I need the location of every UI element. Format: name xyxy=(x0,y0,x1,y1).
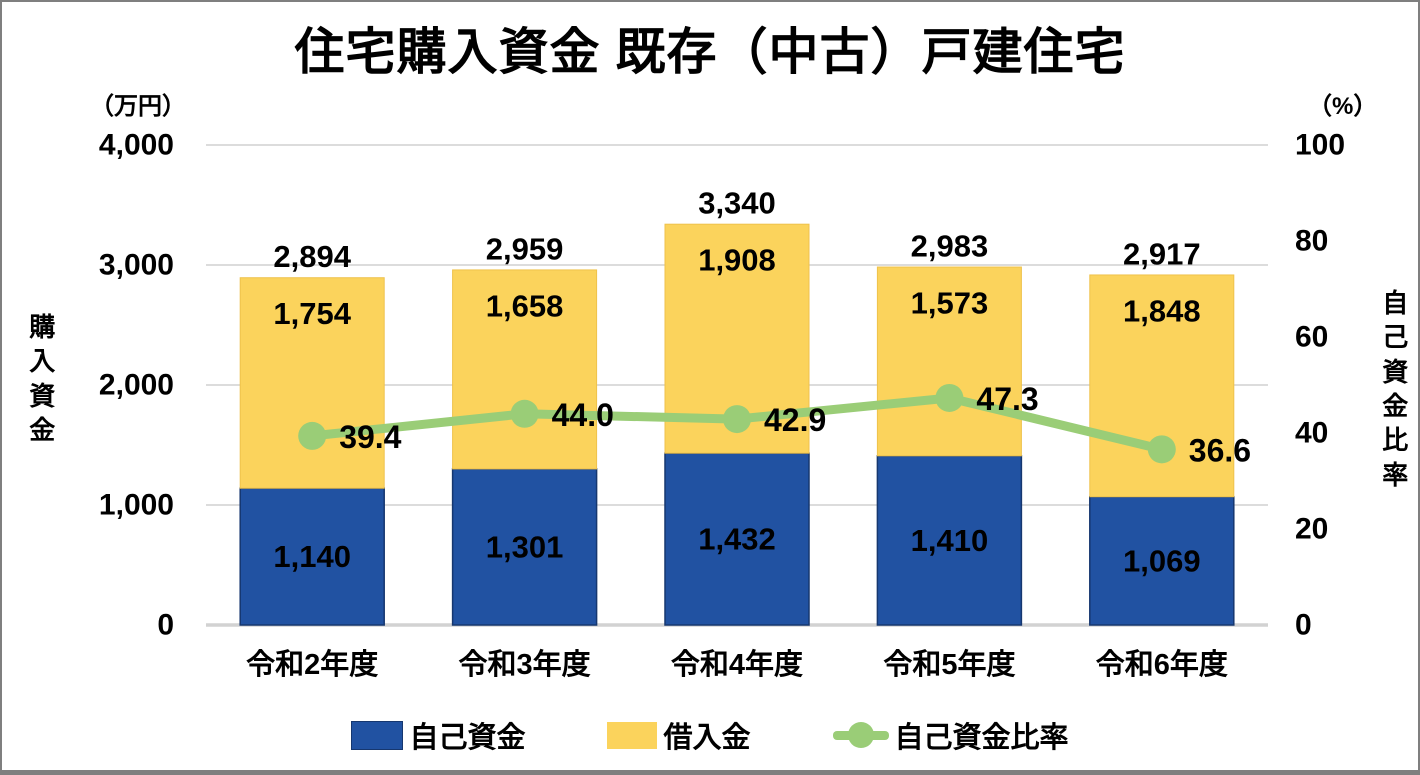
chart-title: 住宅購入資金 既存（中古）戸建住宅 xyxy=(294,24,1126,80)
ratio-value-label: 42.9 xyxy=(764,402,826,438)
right-axis-tick: 80 xyxy=(1295,225,1328,258)
ratio-line-swatch xyxy=(832,721,889,749)
bar-loan xyxy=(452,269,598,470)
total-value-label: 2,917 xyxy=(1123,236,1201,271)
left-axis-tick: 1,000 xyxy=(99,489,174,522)
right-axis-tick: 40 xyxy=(1295,417,1328,450)
category-label: 令和4年度 xyxy=(671,647,803,681)
bar-own-funds xyxy=(239,487,385,626)
own-funds-value-label: 1,410 xyxy=(911,523,989,558)
total-value-label: 2,959 xyxy=(486,231,564,266)
left-axis-title: 購入資金 xyxy=(29,312,56,445)
left-axis-tick: 2,000 xyxy=(99,369,174,402)
loan-value-label: 1,848 xyxy=(1123,293,1201,328)
left-axis-tick: 0 xyxy=(157,609,174,642)
category-label: 令和6年度 xyxy=(1096,647,1228,681)
bar-own-funds xyxy=(451,468,598,626)
ratio-value-label: 36.6 xyxy=(1189,432,1251,468)
bar-own-funds xyxy=(664,452,810,626)
category-label: 令和3年度 xyxy=(459,647,591,681)
bar-own-funds xyxy=(1089,495,1235,626)
right-axis-tick: 100 xyxy=(1295,129,1345,162)
left-axis-tick: 3,000 xyxy=(99,249,174,282)
total-value-label: 3,340 xyxy=(698,186,776,221)
loan-value-label: 1,573 xyxy=(911,286,989,321)
legend-label-ratio: 自己資金比率 xyxy=(894,722,1069,754)
loan-value-label: 1,908 xyxy=(698,243,776,278)
total-value-label: 2,983 xyxy=(911,229,989,264)
own-funds-value-label: 1,432 xyxy=(698,522,776,557)
right-axis-tick: 0 xyxy=(1295,609,1312,642)
ratio-value-label: 39.4 xyxy=(339,419,401,455)
legend-label-own-funds: 自己資金 xyxy=(409,722,526,754)
category-label: 令和2年度 xyxy=(246,647,378,681)
bar-own-funds xyxy=(876,455,1023,626)
own-funds-value-label: 1,140 xyxy=(273,539,351,574)
left-axis-tick: 4,000 xyxy=(99,129,174,162)
total-value-label: 2,894 xyxy=(273,239,351,274)
loan-value-label: 1,754 xyxy=(273,296,351,331)
legend-item-loan: 借入金 xyxy=(607,714,751,756)
ratio-value-label: 47.3 xyxy=(976,381,1038,417)
right-axis-unit: （%） xyxy=(1308,93,1378,120)
right-axis-title: 自己資金比率 xyxy=(1382,288,1409,490)
bar-loan xyxy=(239,277,385,489)
own-funds-swatch xyxy=(351,720,404,750)
loan-value-label: 1,658 xyxy=(486,288,564,323)
ratio-marker xyxy=(298,421,327,450)
loan-swatch xyxy=(607,721,658,749)
own-funds-value-label: 1,069 xyxy=(1123,543,1201,578)
ratio-marker xyxy=(723,405,751,434)
ratio-marker xyxy=(510,399,539,428)
legend-item-own-funds: 自己資金 xyxy=(351,714,525,756)
ratio-value-label: 44.0 xyxy=(552,397,614,433)
left-axis-unit: （万円） xyxy=(90,93,186,120)
legend-item-ratio: 自己資金比率 xyxy=(832,714,1069,756)
own-funds-value-label: 1,301 xyxy=(486,529,564,564)
ratio-marker xyxy=(1147,435,1176,464)
category-label: 令和5年度 xyxy=(883,647,1015,681)
bar-loan xyxy=(876,266,1022,457)
legend-label-loan: 借入金 xyxy=(663,722,751,754)
ratio-marker xyxy=(935,383,964,412)
right-axis-tick: 60 xyxy=(1295,321,1328,354)
legend: 自己資金 借入金 自己資金比率 xyxy=(2,714,1418,756)
right-axis-tick: 20 xyxy=(1295,513,1328,546)
